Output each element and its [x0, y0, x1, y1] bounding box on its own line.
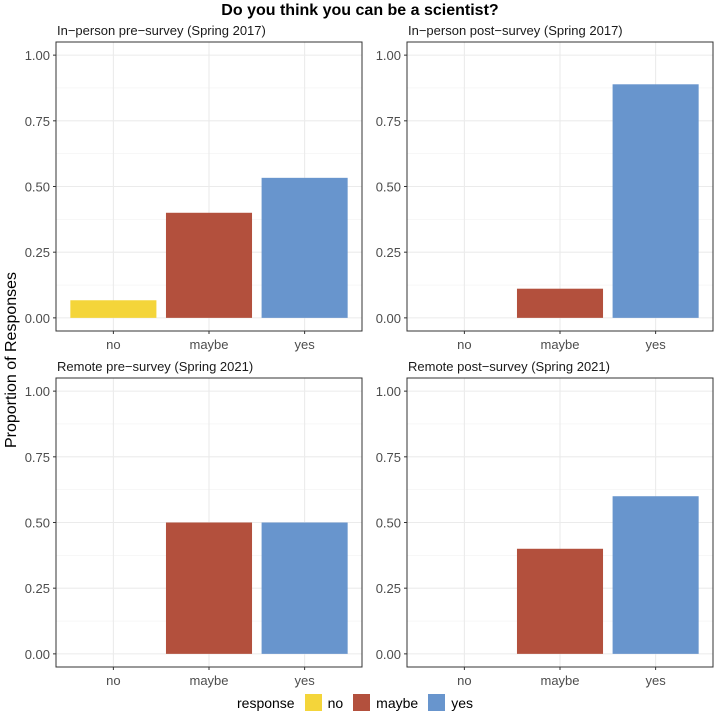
- y-tick-label: 0.25: [376, 581, 401, 596]
- y-tick-label: 0.00: [25, 311, 50, 326]
- y-tick-label: 0.75: [376, 450, 401, 465]
- x-tick-label: no: [457, 337, 471, 352]
- faceted-bar-chart: In−person pre−survey (Spring 2017) 0.00 0.…: [25, 23, 714, 688]
- y-tick-label: 0.50: [25, 516, 50, 531]
- y-tick-label: 0.25: [25, 581, 50, 596]
- x-tick-label: no: [106, 337, 120, 352]
- legend-title: response: [237, 694, 295, 711]
- legend-key-maybe: [353, 694, 371, 711]
- bar-no: [70, 300, 157, 318]
- panel-border: [55, 41, 363, 332]
- x-tick-label: yes: [646, 337, 667, 352]
- facet-panel-2: In−person post−survey (Spring 2017) 0.00 0…: [376, 23, 714, 352]
- legend-label-yes: yes: [451, 694, 473, 711]
- y-tick-label: 0.25: [376, 245, 401, 260]
- x-tick-label: maybe: [540, 673, 579, 688]
- bar-maybe: [165, 212, 253, 318]
- x-tick-label: maybe: [189, 673, 228, 688]
- x-tick-label: yes: [295, 673, 316, 688]
- legend-key-yes: [428, 694, 446, 711]
- bar-maybe: [165, 522, 253, 654]
- y-tick-label: 1.00: [376, 48, 401, 63]
- y-tick-label: 0.00: [376, 647, 401, 662]
- facet-title: Remote post−survey (Spring 2021): [408, 359, 610, 374]
- y-tick-label: 1.00: [25, 384, 50, 399]
- bar-yes: [261, 522, 348, 654]
- bar-yes: [612, 496, 699, 654]
- x-tick-label: yes: [295, 337, 316, 352]
- legend-label-maybe: maybe: [376, 694, 419, 711]
- y-tick-label: 0.75: [376, 114, 401, 129]
- y-tick-label: 0.00: [25, 647, 50, 662]
- y-tick-label: 1.00: [376, 384, 401, 399]
- x-tick-label: no: [457, 673, 471, 688]
- legend-item-yes: yes: [428, 694, 473, 711]
- legend: response no maybe yes: [0, 694, 720, 711]
- panel-border: [406, 377, 714, 668]
- y-tick-label: 1.00: [25, 48, 50, 63]
- panel-border: [406, 41, 714, 332]
- facet-title: Remote pre−survey (Spring 2021): [57, 359, 253, 374]
- x-tick-label: maybe: [540, 337, 579, 352]
- bar-yes: [261, 177, 348, 318]
- y-tick-label: 0.75: [25, 114, 50, 129]
- facet-panel-1: In−person pre−survey (Spring 2017) 0.00 0.…: [25, 23, 363, 352]
- y-tick-label: 0.25: [25, 245, 50, 260]
- chart-title: Do you think you can be a scientist?: [221, 2, 499, 19]
- facet-title: In−person pre−survey (Spring 2017): [57, 23, 266, 38]
- y-tick-label: 0.00: [376, 311, 401, 326]
- bar-maybe: [516, 288, 604, 318]
- panel-border: [55, 377, 363, 668]
- y-tick-label: 0.50: [25, 180, 50, 195]
- bar-yes: [612, 84, 699, 318]
- x-tick-label: maybe: [189, 337, 228, 352]
- legend-label-no: no: [327, 694, 344, 711]
- y-tick-label: 0.50: [376, 180, 401, 195]
- y-tick-label: 0.50: [376, 516, 401, 531]
- facet-title: In−person post−survey (Spring 2017): [408, 23, 623, 38]
- x-tick-label: yes: [646, 673, 667, 688]
- bar-maybe: [516, 548, 604, 654]
- facet-panel-4: Remote post−survey (Spring 2021) 0.00 0.25…: [376, 359, 714, 688]
- legend-item-no: no: [304, 694, 344, 711]
- facet-panel-3: Remote pre−survey (Spring 2021) 0.00 0.25 0…: [25, 359, 363, 688]
- legend-item-maybe: maybe: [353, 694, 418, 711]
- legend-key-no: [304, 694, 322, 711]
- y-tick-label: 0.75: [25, 450, 50, 465]
- x-tick-label: no: [106, 673, 120, 688]
